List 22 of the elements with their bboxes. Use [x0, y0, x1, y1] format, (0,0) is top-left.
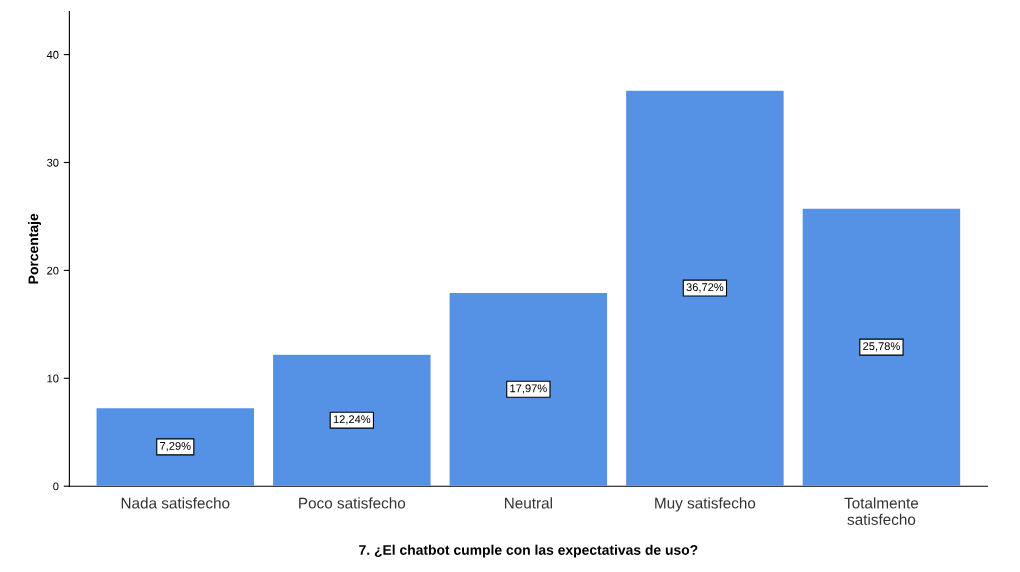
bar [624, 89, 786, 487]
y-tick-label: 40 [46, 50, 59, 59]
y-axis-title: Porcentaje [28, 213, 42, 284]
data-label: 7,29% [160, 441, 191, 452]
x-tick-label: Totalmente satisfecho [844, 497, 919, 525]
bar [271, 353, 432, 487]
bar [448, 291, 609, 487]
y-tick-label: 0 [53, 482, 59, 491]
x-tick-label: Muy satisfecho [655, 497, 756, 512]
x-tick-label: Poco satisfecho [299, 497, 406, 509]
x-tick-label: Neutral [504, 497, 552, 509]
data-label: 36,72% [686, 283, 724, 293]
data-label: 25,78% [863, 342, 900, 352]
y-tick-label: 30 [47, 158, 59, 167]
y-tick-label: 10 [47, 374, 59, 383]
bar [95, 406, 256, 487]
bar [801, 207, 962, 487]
x-tick-label: Nada satisfecho [121, 497, 230, 509]
x-axis-title: 7. ¿El chatbot cumple con las expectativas de uso? [359, 544, 698, 558]
y-tick-label: 20 [47, 266, 59, 275]
data-label: 17,97% [510, 384, 547, 394]
data-label: 12,24% [333, 415, 371, 425]
